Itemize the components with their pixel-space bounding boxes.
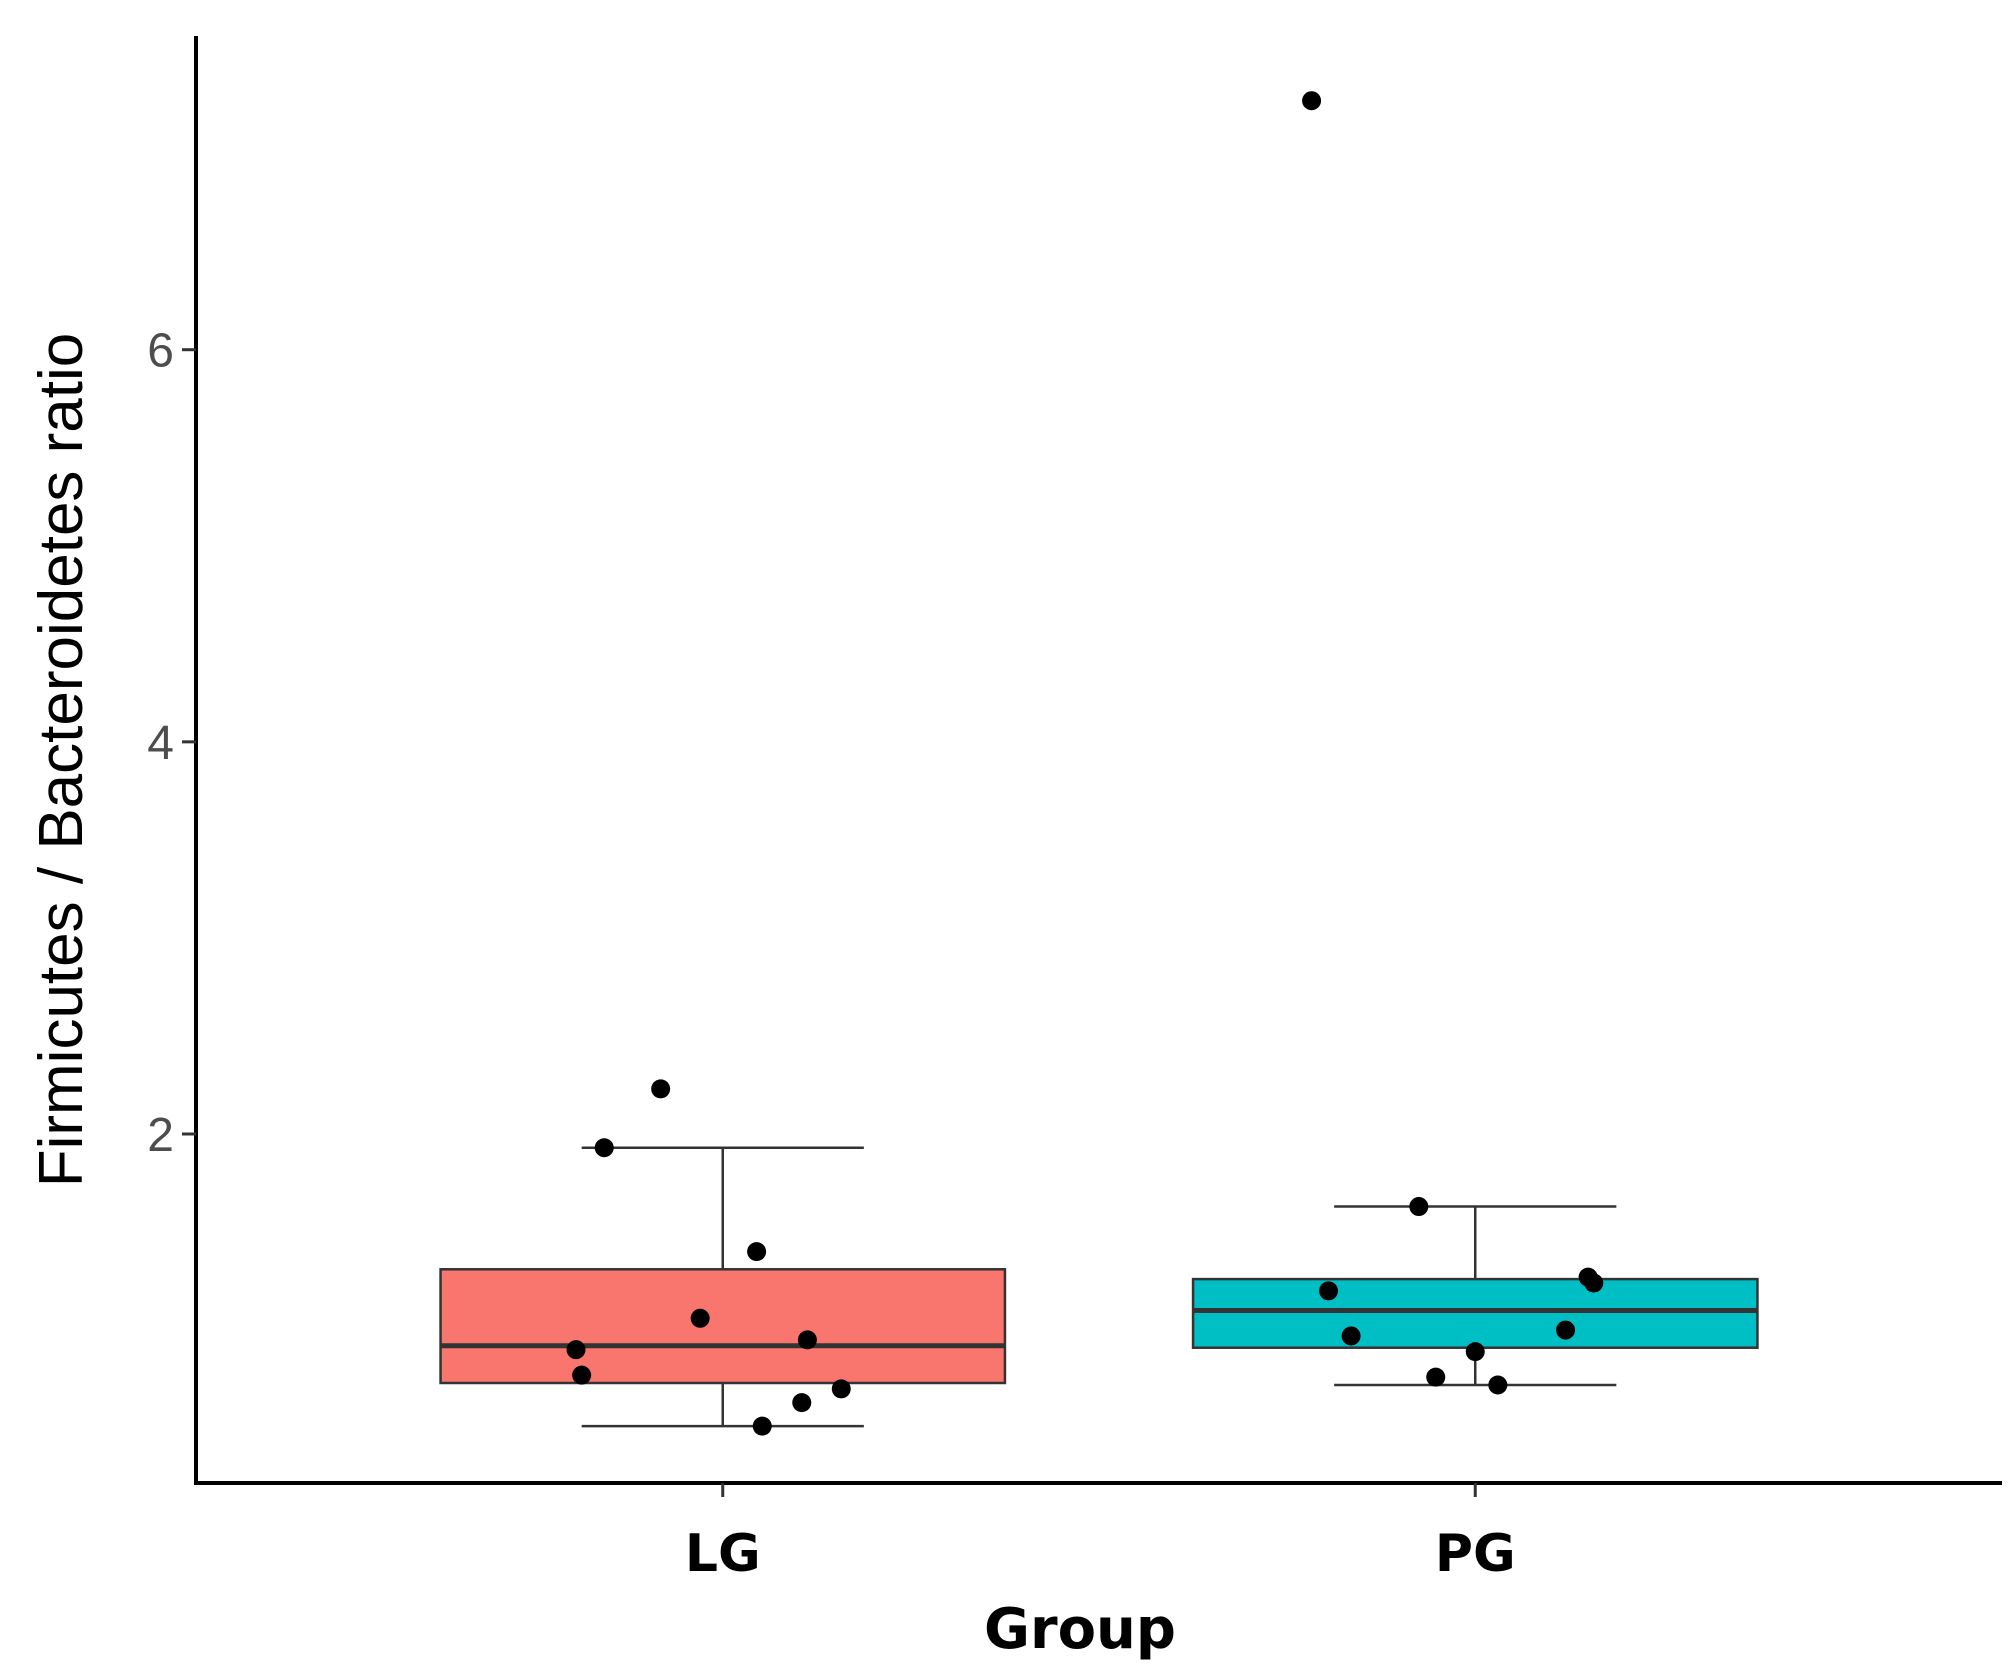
data-point: [747, 1242, 767, 1262]
data-point: [752, 1416, 772, 1436]
y-ticks: 2 4 6: [147, 325, 196, 1162]
data-point: [690, 1308, 710, 1328]
data-point: [1584, 1273, 1604, 1293]
x-axis-title: Group: [984, 1597, 1176, 1662]
data-point: [797, 1330, 817, 1350]
plot-area: [439, 91, 1759, 1436]
box-iqr: [1191, 1277, 1759, 1349]
data-point: [1409, 1197, 1429, 1217]
data-point: [594, 1138, 614, 1158]
y-tick-label: 6: [147, 325, 174, 378]
y-tick-label: 4: [147, 717, 174, 770]
y-tick-label: 2: [147, 1109, 174, 1162]
data-point: [1302, 91, 1322, 111]
data-point: [1319, 1281, 1339, 1301]
y-axis-title: Firmicutes / Bacteroidetes ratio: [27, 333, 96, 1188]
data-point: [572, 1365, 592, 1385]
box-group-pg: [1191, 91, 1759, 1395]
data-point: [1465, 1342, 1485, 1362]
data-point: [1426, 1367, 1446, 1387]
data-point: [831, 1379, 851, 1399]
box-iqr: [439, 1268, 1007, 1385]
data-point: [1556, 1320, 1576, 1340]
data-point: [566, 1340, 586, 1360]
box-group-lg: [439, 1079, 1007, 1436]
data-point: [1341, 1326, 1361, 1346]
x-tick-label-lg: LG: [685, 1524, 761, 1584]
data-point: [1488, 1375, 1508, 1395]
data-point: [651, 1079, 671, 1099]
x-tick-label-pg: PG: [1435, 1524, 1516, 1584]
x-ticks: LG PG: [685, 1483, 1516, 1584]
data-point: [792, 1393, 812, 1413]
